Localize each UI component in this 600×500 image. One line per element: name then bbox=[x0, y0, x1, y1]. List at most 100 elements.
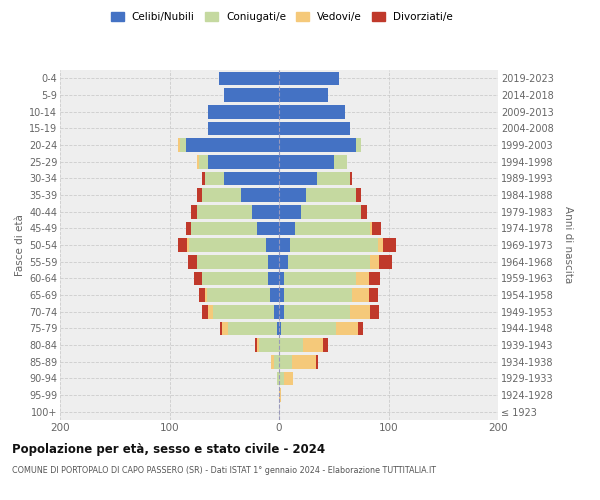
Bar bbox=[279, 205, 301, 218]
Bar bbox=[279, 155, 347, 168]
Bar bbox=[279, 88, 328, 102]
Bar bbox=[186, 138, 279, 152]
Bar bbox=[224, 88, 279, 102]
Bar bbox=[279, 138, 361, 152]
Bar bbox=[279, 172, 352, 185]
Bar bbox=[208, 305, 279, 318]
Bar bbox=[257, 222, 279, 235]
Bar bbox=[197, 255, 279, 268]
Bar bbox=[178, 238, 279, 252]
Bar bbox=[279, 305, 379, 318]
Bar bbox=[271, 355, 279, 368]
Bar bbox=[279, 338, 323, 352]
Bar bbox=[279, 155, 334, 168]
Bar bbox=[178, 138, 279, 152]
Bar bbox=[191, 222, 279, 235]
Bar bbox=[279, 188, 356, 202]
Bar bbox=[202, 305, 279, 318]
Bar bbox=[279, 255, 392, 268]
Bar bbox=[279, 372, 293, 385]
Bar bbox=[279, 255, 370, 268]
Bar bbox=[208, 122, 279, 135]
Bar bbox=[194, 272, 279, 285]
Bar bbox=[208, 122, 279, 135]
Bar bbox=[279, 288, 284, 302]
Bar bbox=[279, 122, 350, 135]
Bar bbox=[279, 305, 284, 318]
Bar bbox=[202, 188, 279, 202]
Bar bbox=[279, 238, 290, 252]
Bar bbox=[178, 138, 279, 152]
Text: Popolazione per età, sesso e stato civile - 2024: Popolazione per età, sesso e stato civil… bbox=[12, 442, 325, 456]
Bar bbox=[191, 205, 279, 218]
Bar bbox=[197, 205, 279, 218]
Bar bbox=[214, 305, 279, 318]
Bar bbox=[187, 238, 279, 252]
Bar bbox=[279, 372, 284, 385]
Bar bbox=[208, 122, 279, 135]
Bar bbox=[181, 138, 279, 152]
Bar bbox=[279, 72, 339, 85]
Bar bbox=[224, 88, 279, 102]
Bar bbox=[202, 272, 279, 285]
Bar bbox=[279, 88, 328, 102]
Bar bbox=[191, 222, 279, 235]
Bar bbox=[186, 222, 279, 235]
Bar bbox=[279, 122, 350, 135]
Bar bbox=[279, 155, 347, 168]
Bar bbox=[279, 272, 284, 285]
Bar bbox=[219, 72, 279, 85]
Bar bbox=[279, 122, 350, 135]
Bar bbox=[199, 155, 279, 168]
Bar bbox=[279, 88, 328, 102]
Bar bbox=[227, 322, 279, 335]
Bar bbox=[268, 272, 279, 285]
Bar bbox=[274, 305, 279, 318]
Bar bbox=[279, 288, 369, 302]
Bar bbox=[279, 355, 316, 368]
Bar bbox=[279, 172, 350, 185]
Bar bbox=[279, 138, 361, 152]
Bar bbox=[279, 238, 383, 252]
Bar bbox=[208, 105, 279, 118]
Bar bbox=[205, 288, 279, 302]
Bar bbox=[188, 255, 279, 268]
Bar bbox=[279, 138, 361, 152]
Bar bbox=[197, 155, 279, 168]
Bar bbox=[279, 322, 281, 335]
Bar bbox=[224, 172, 279, 185]
Bar bbox=[277, 372, 279, 385]
Bar bbox=[279, 272, 369, 285]
Bar bbox=[189, 238, 279, 252]
Bar bbox=[279, 105, 345, 118]
Bar bbox=[205, 172, 279, 185]
Bar bbox=[279, 322, 364, 335]
Bar bbox=[208, 122, 279, 135]
Bar bbox=[277, 322, 279, 335]
Bar bbox=[279, 322, 336, 335]
Bar bbox=[199, 288, 279, 302]
Bar bbox=[279, 172, 350, 185]
Bar bbox=[279, 72, 339, 85]
Bar bbox=[224, 88, 279, 102]
Bar bbox=[202, 272, 279, 285]
Bar bbox=[279, 355, 292, 368]
Bar bbox=[279, 105, 345, 118]
Bar bbox=[279, 255, 379, 268]
Bar bbox=[279, 322, 358, 335]
Bar bbox=[279, 122, 350, 135]
Bar bbox=[222, 322, 279, 335]
Bar bbox=[279, 305, 350, 318]
Bar bbox=[279, 238, 396, 252]
Legend: Celibi/Nubili, Coniugati/e, Vedovi/e, Divorziati/e: Celibi/Nubili, Coniugati/e, Vedovi/e, Di… bbox=[107, 8, 457, 26]
Bar bbox=[279, 238, 377, 252]
Bar bbox=[279, 188, 361, 202]
Bar bbox=[274, 355, 279, 368]
Bar bbox=[271, 355, 279, 368]
Bar bbox=[279, 355, 319, 368]
Bar bbox=[279, 288, 377, 302]
Bar bbox=[279, 205, 361, 218]
Bar bbox=[219, 72, 279, 85]
Bar bbox=[197, 188, 279, 202]
Bar bbox=[208, 155, 279, 168]
